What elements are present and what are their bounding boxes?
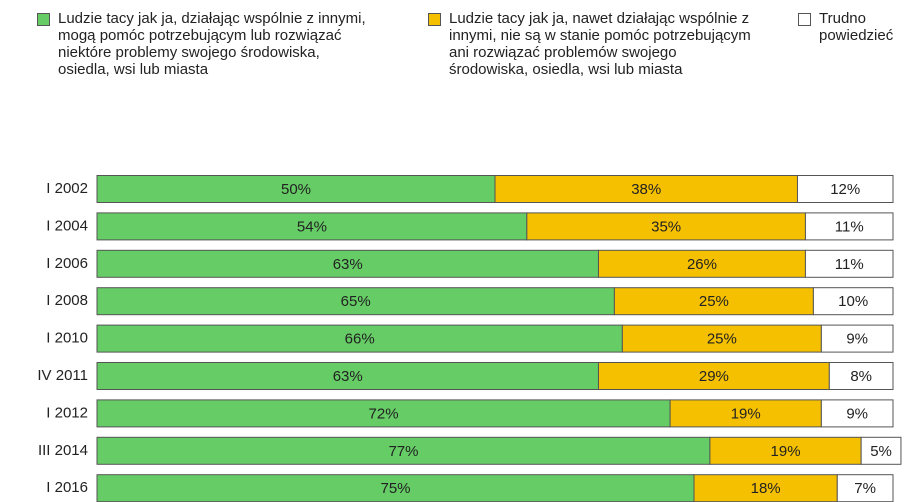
value-label: 72% [369, 405, 399, 422]
value-label: 63% [333, 368, 363, 385]
y-tick-label: I 2010 [46, 330, 88, 347]
value-label: 54% [297, 218, 327, 235]
bar-segment [709, 436, 862, 465]
bar-segment [796, 175, 894, 203]
value-label: 38% [631, 181, 661, 198]
value-label: 25% [707, 331, 737, 348]
bar-segment [526, 212, 806, 241]
value-label: 35% [651, 218, 681, 235]
value-label: 11% [835, 218, 864, 235]
value-label: 12% [830, 181, 860, 198]
value-label: 11% [835, 256, 864, 273]
y-tick-label: I 2008 [46, 292, 88, 309]
y-tick-label: IV 2011 [37, 367, 88, 384]
value-label: 25% [699, 293, 729, 310]
legend-swatch [798, 13, 811, 26]
value-label: 7% [854, 480, 876, 497]
value-label: 5% [870, 443, 892, 460]
legend-swatch [37, 13, 50, 26]
value-label: 29% [699, 368, 729, 385]
value-label: 19% [771, 443, 801, 460]
y-tick-label: III 2014 [38, 442, 88, 459]
bar-segment [820, 399, 894, 428]
legend-swatch [428, 13, 441, 26]
y-tick-label: I 2016 [46, 479, 88, 496]
value-label: 19% [731, 405, 761, 422]
value-label: 8% [850, 368, 872, 385]
value-label: 10% [838, 293, 868, 310]
bar-segment [96, 362, 599, 390]
legend-label: Ludzie tacy jak ja, nawet działając wspó… [449, 10, 751, 78]
legend-label: Trudno powiedzieć [819, 10, 894, 44]
y-tick-label: I 2004 [46, 217, 88, 234]
bar-segment [804, 249, 894, 278]
value-label: 9% [846, 405, 868, 422]
value-label: 26% [687, 256, 717, 273]
y-tick-label: I 2002 [46, 180, 88, 197]
value-label: 65% [341, 293, 371, 310]
bar-segment [621, 324, 822, 353]
bar-segment [812, 287, 894, 316]
value-label: 63% [333, 256, 363, 273]
value-label: 77% [388, 443, 418, 460]
bar-segment [860, 436, 902, 465]
bar-segment [828, 362, 894, 390]
bar-segment [96, 249, 599, 278]
bar-segment [836, 474, 894, 502]
y-tick-label: I 2006 [46, 255, 88, 272]
bar-segment [820, 324, 894, 353]
value-label: 75% [380, 480, 410, 497]
bar-segment [96, 324, 623, 353]
value-label: 9% [846, 331, 868, 348]
value-label: 18% [751, 480, 781, 497]
value-label: 50% [281, 181, 311, 198]
y-tick-label: I 2012 [46, 404, 88, 421]
bar-segment [96, 436, 711, 465]
legend-label: Ludzie tacy jak ja, działając wspólnie z… [58, 10, 366, 78]
bar-segment [804, 212, 894, 241]
value-label: 66% [345, 331, 375, 348]
